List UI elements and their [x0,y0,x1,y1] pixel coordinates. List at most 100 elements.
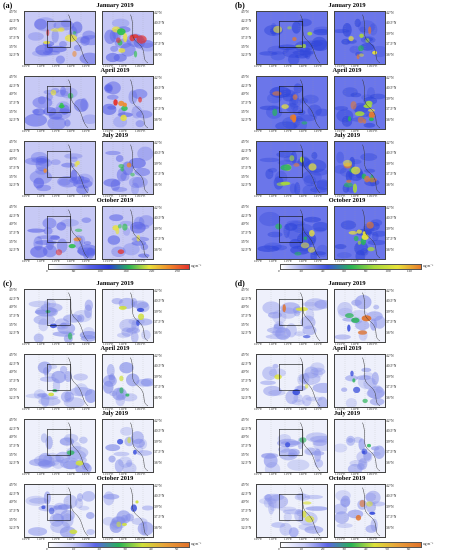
zoom-lat-tick-label: 36°N [386,330,394,335]
lon-tick-label: 110°E [269,407,277,411]
month-title: July 2019 [101,410,129,417]
month-title: January 2019 [96,2,134,9]
lon-tick-label: 105°E [254,259,263,263]
zoom-lat-tick-label: 42°N [386,484,394,488]
lat-tick-label: 37.5°N [241,231,252,235]
zoom-lat-tick-label: 40.5°N [154,299,165,304]
month-title: January 2019 [328,280,366,287]
pollution-map [24,419,96,473]
zoom-lat-tick-label: 42°N [154,206,162,210]
month-title: April 2019 [332,345,362,352]
lon-tick-label: 120°E [67,259,76,263]
colorbar [48,542,190,548]
colorbar-tick-label: 40 [320,269,325,273]
colorbar-tick-label: 30 [342,547,346,551]
zoom-lat-tick-label: 37.5°N [386,450,397,455]
lon-tick-label: 125°E [314,407,323,411]
zoom-lat-tick-label: 36°N [386,117,394,122]
lat-tick-label: 42.5°N [9,148,20,153]
lat-tick-label: 32.5°N [241,118,252,123]
lat-tick-label: 42.5°N [9,426,20,431]
lat-tick-label: 42.5°N [241,491,252,496]
zoom-lat-tick-label: 39°N [154,96,162,101]
zoom-lon-tick-label: 113.5°E [103,407,114,411]
lon-tick-label: 125°E [314,342,323,346]
lat-tick-label: 42.5°N [241,426,252,431]
lat-tick-label: 37.5°N [9,314,20,318]
lon-tick-label: 110°E [269,194,277,198]
lon-tick-label: 105°E [22,537,31,541]
zoom-lat-tick-label: 40.5°N [154,216,165,221]
lon-tick-label: 115°E [284,129,292,133]
zoom-map [334,354,386,408]
lon-tick-label: 110°E [37,472,45,476]
pollution-map [24,76,96,130]
zoom-lon-tick-label: 118.5°E [367,472,378,476]
lon-tick-label: 110°E [269,259,277,263]
lat-tick-label: 37.5°N [241,101,252,105]
zoom-lat-tick-label: 42°N [154,484,162,488]
zoom-lat-tick-label: 42°N [386,354,394,358]
panel-label: (d) [235,279,245,288]
pollution-map [256,289,328,343]
zoom-lat-tick-label: 39°N [154,31,162,36]
zoom-lon-tick-label: 113.5°E [335,129,346,133]
zoom-lat-tick-label: 40.5°N [154,86,165,91]
lat-tick-label: 37.5°N [241,509,252,513]
month-title: April 2019 [100,345,130,352]
zoom-lat-tick-label: 40.5°N [154,429,165,434]
colorbar-tick-label: 80 [363,269,368,273]
zoom-lon-tick-label: 116°E [119,129,127,133]
lat-tick-label: 40°N [9,27,17,32]
zoom-lon-tick-label: 113.5°E [335,194,346,198]
zoom-lon-tick-label: 116°E [351,342,359,346]
pollution-map [24,289,96,343]
lat-tick-label: 35°N [241,44,249,49]
zoom-lon-tick-label: 116°E [119,194,127,198]
zoom-lon-tick-label: 113.5°E [103,129,114,133]
pollution-map [256,76,328,130]
zoom-map [102,11,154,65]
lon-tick-label: 120°E [67,472,76,476]
lat-tick-label: 45°N [241,483,249,487]
lon-tick-label: 120°E [299,407,308,411]
colorbar-tick-label: 220 [149,269,155,273]
lat-tick-label: 37.5°N [9,166,20,170]
zoom-lat-tick-label: 36°N [154,247,162,252]
lon-tick-label: 115°E [284,194,292,198]
zoom-map [102,419,154,473]
lat-tick-label: 45°N [241,418,249,422]
lon-tick-label: 115°E [284,537,292,541]
lon-tick-label: 120°E [299,64,308,68]
zoom-lat-tick-label: 36°N [386,247,394,252]
lon-tick-label: 115°E [52,472,60,476]
zoom-map [102,206,154,260]
lon-tick-label: 120°E [299,342,308,346]
lon-tick-label: 110°E [37,129,45,133]
zoom-lat-tick-label: 40.5°N [154,494,165,499]
zoom-lat-tick-label: 36°N [154,117,162,122]
lat-tick-label: 35°N [241,452,249,457]
zoom-lon-tick-label: 116°E [351,537,359,541]
lat-tick-label: 32.5°N [9,331,20,336]
lon-tick-label: 110°E [37,259,45,263]
zoom-lon-tick-label: 118.5°E [367,407,378,411]
lat-tick-label: 35°N [9,387,17,392]
lat-tick-label: 35°N [9,452,17,457]
zoom-map [334,289,386,343]
zoom-lat-tick-label: 40.5°N [386,494,397,499]
zoom-lat-tick-label: 42°N [154,289,162,293]
lon-tick-label: 105°E [22,194,31,198]
zoom-lon-tick-label: 116°E [351,194,359,198]
zoom-lon-tick-label: 116°E [351,259,359,263]
lat-tick-label: 32.5°N [241,526,252,531]
zoom-lon-tick-label: 113.5°E [335,342,346,346]
lat-tick-label: 32.5°N [241,248,252,253]
colorbar-tick-label: 160 [123,269,129,273]
zoom-lon-tick-label: 116°E [119,472,127,476]
month-title: October 2019 [328,475,366,482]
lon-tick-label: 105°E [254,472,263,476]
lon-tick-label: 115°E [52,129,60,133]
lat-tick-label: 40°N [241,92,249,97]
lat-tick-label: 42.5°N [9,18,20,23]
